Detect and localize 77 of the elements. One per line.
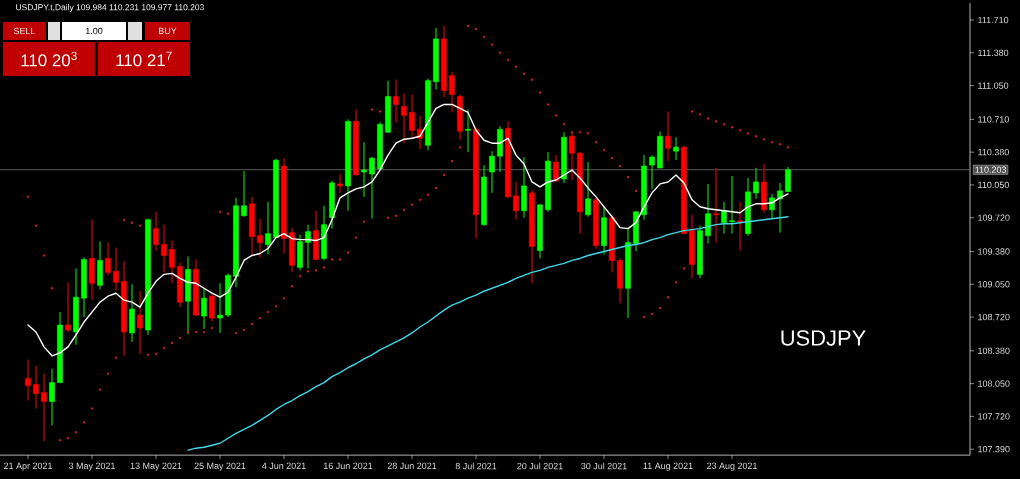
candlestick xyxy=(169,240,175,284)
candlestick xyxy=(569,131,575,181)
y-tick-label: 111.710 xyxy=(978,16,1009,24)
candlestick xyxy=(713,167,719,244)
candlestick xyxy=(553,154,559,183)
x-tick-label: 16 Jun 2021 xyxy=(324,462,373,470)
annotation: 1.00 xyxy=(85,27,103,35)
x-tick-label: 13 May 2021 xyxy=(130,462,182,471)
y-tick-label: 111.050 xyxy=(978,82,1009,89)
candlestick xyxy=(361,141,367,198)
chart-title: USDJPY.t,Daily 109.984 110.231 109.977 110.203 xyxy=(16,4,204,12)
candlestick xyxy=(265,201,271,255)
y-tick-label: 108.720 xyxy=(978,313,1010,321)
candlestick xyxy=(209,292,215,322)
candlestick xyxy=(449,71,455,113)
candlestick xyxy=(777,182,783,234)
x-tick-label: 23 Aug 2021 xyxy=(707,462,757,471)
candlestick xyxy=(585,161,591,218)
x-tick-label: 20 Jul 2021 xyxy=(517,462,563,470)
candlestick xyxy=(337,173,343,194)
candlestick xyxy=(305,224,311,269)
y-tick-label: 110.710 xyxy=(978,116,1009,123)
candlestick xyxy=(665,110,671,162)
x-tick-label: 21 Apr 2021 xyxy=(4,462,52,471)
x-tick-label: 8 Jul 2021 xyxy=(455,462,497,470)
candlestick xyxy=(153,211,159,251)
candlestick xyxy=(369,156,375,220)
candlestick xyxy=(465,108,471,153)
y-tick-label: 109.720 xyxy=(978,214,1010,221)
annotation: USDJPY xyxy=(781,330,866,346)
candlestick xyxy=(705,183,711,245)
ref-line-label: 110.203 xyxy=(975,166,1007,173)
candlestick xyxy=(129,283,135,343)
candlestick xyxy=(729,175,735,235)
candlestick xyxy=(489,150,495,194)
candlestick xyxy=(113,247,119,291)
candlestick xyxy=(33,365,39,409)
candlestick xyxy=(257,218,263,258)
candlestick xyxy=(721,201,727,235)
candlestick xyxy=(49,368,55,426)
candlestick xyxy=(25,359,31,402)
y-tick-label: 110.380 xyxy=(978,148,1009,156)
candlestick xyxy=(785,166,791,193)
y-tick-label: 108.050 xyxy=(978,380,1010,387)
candlestick xyxy=(673,136,679,161)
candlestick xyxy=(513,181,519,221)
candlestick xyxy=(65,281,71,333)
candlestick xyxy=(217,282,223,334)
annotation: 110 21$^{7}$ xyxy=(116,51,172,67)
candlestick xyxy=(393,79,399,123)
candlestick xyxy=(737,201,743,251)
y-tick-label: 111.380 xyxy=(978,49,1009,56)
annotation: BUY xyxy=(159,27,177,35)
candlestick xyxy=(409,94,415,139)
x-tick-label: 25 May 2021 xyxy=(194,462,246,471)
candlestick xyxy=(201,287,207,330)
y-tick-label: 108.380 xyxy=(978,347,1010,355)
candlestick xyxy=(241,170,247,218)
candlestick xyxy=(105,242,111,276)
x-tick-label: 3 May 2021 xyxy=(68,462,115,471)
candlestick xyxy=(137,290,143,355)
candlestick xyxy=(41,373,47,442)
candlestick xyxy=(649,154,655,190)
y-tick-label: 109.380 xyxy=(978,248,1010,255)
y-tick-label: 107.390 xyxy=(978,446,1010,453)
candlestick xyxy=(401,93,407,144)
annotation: SELL xyxy=(13,27,36,35)
y-tick-label: 110.050 xyxy=(978,181,1009,189)
candlestick xyxy=(753,167,759,200)
x-tick-label: 4 Jun 2021 xyxy=(262,462,306,470)
x-tick-label: 28 Jun 2021 xyxy=(387,462,437,470)
y-tick-label: 109.050 xyxy=(978,281,1010,288)
candlestick xyxy=(161,224,167,273)
x-tick-label: 30 Jul 2021 xyxy=(581,462,627,470)
x-tick-label: 11 Aug 2021 xyxy=(643,462,693,471)
y-tick-label: 107.720 xyxy=(978,413,1010,420)
annotation: 110 20$^{3}$ xyxy=(21,51,77,67)
